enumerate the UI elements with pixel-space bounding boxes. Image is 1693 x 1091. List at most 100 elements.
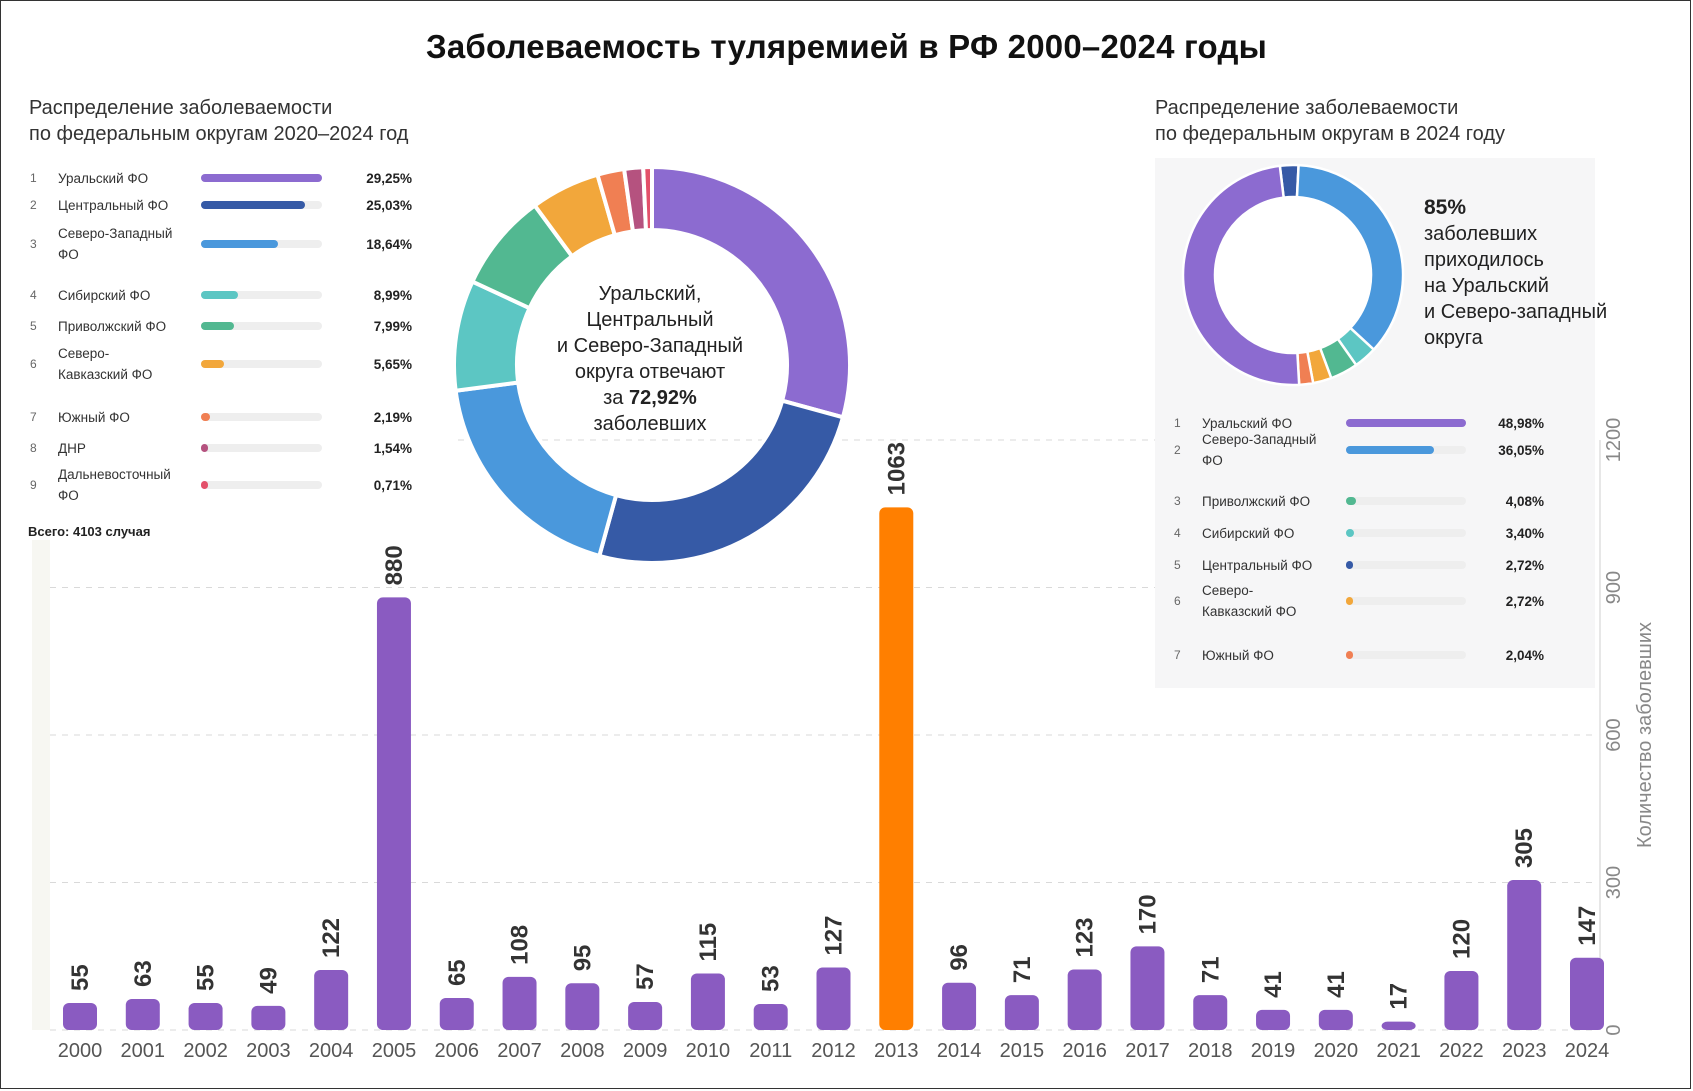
x-tick-label: 2013 <box>874 1040 919 1062</box>
row-name: Сибирский ФО <box>58 287 151 303</box>
bar-value-label: 63 <box>130 960 157 987</box>
bar-2021 <box>1381 1021 1416 1030</box>
table-row: 6 Северо- Кавказский ФО 2,72% <box>1162 583 1562 619</box>
row-rank: 3 <box>30 237 37 251</box>
bar-2022 <box>1444 971 1479 1030</box>
row-rank: 7 <box>30 410 37 424</box>
bar-2000 <box>63 1002 97 1030</box>
row-name: Приволжский ФО <box>58 318 167 334</box>
row-bar-track <box>201 291 322 299</box>
bar-2009 <box>628 1001 663 1030</box>
row-percent: 2,72% <box>1505 557 1544 573</box>
row-bar-track <box>1346 597 1466 605</box>
row-rank: 1 <box>30 171 37 185</box>
table-row: 1 Уральский ФО 48,98% <box>1162 408 1562 438</box>
row-rank: 2 <box>1174 443 1181 457</box>
row-percent: 48,98% <box>1498 415 1544 431</box>
x-tick-label: 2006 <box>435 1040 480 1062</box>
row-rank: 4 <box>1174 526 1181 540</box>
row-percent: 3,40% <box>1505 525 1544 541</box>
row-percent: 1,54% <box>373 440 412 456</box>
x-tick-label: 2021 <box>1376 1040 1421 1062</box>
bar-value-label: 55 <box>67 964 94 991</box>
bar-value-label: 49 <box>255 967 282 994</box>
table-row: 5 Центральный ФО 2,72% <box>1162 550 1562 580</box>
row-bar-track <box>201 360 322 368</box>
bar-2008 <box>565 983 600 1030</box>
bar-2010 <box>690 973 725 1030</box>
table-row: 3 Приволжский ФО 4,08% <box>1162 486 1562 516</box>
row-bar-track <box>1346 446 1466 454</box>
row-bar-fill <box>201 413 211 421</box>
x-tick-label: 2003 <box>246 1040 291 1062</box>
left-strip <box>32 540 50 1030</box>
center-line-3: и Северо-Западный <box>556 335 744 357</box>
row-bar-track <box>1346 561 1466 569</box>
row-bar-track <box>201 413 322 421</box>
row-percent: 25,03% <box>366 197 412 213</box>
row-rank: 4 <box>30 288 37 302</box>
table-row: 3 Северо-Западный ФО 18,64% <box>18 226 454 262</box>
row-percent: 8,99% <box>373 287 412 303</box>
right-donut-note: 85% заболевших приходилось на Уральский … <box>1424 195 1664 351</box>
x-tick-label: 2004 <box>309 1040 354 1062</box>
table-row: 4 Сибирский ФО 3,40% <box>1162 518 1562 548</box>
note-text: заболевших приходилось на Уральский и Се… <box>1424 223 1608 349</box>
note-value: 85% <box>1424 196 1467 219</box>
bar-value-label: 71 <box>1009 956 1036 983</box>
row-percent: 2,19% <box>373 409 412 425</box>
row-name: Южный ФО <box>1202 647 1274 663</box>
x-tick-label: 2002 <box>183 1040 228 1062</box>
table-row: 7 Южный ФО 2,04% <box>1162 640 1562 670</box>
left-donut-center-text: Уральский, Центральный и Северо-Западный… <box>520 281 780 437</box>
bar-value-label: 170 <box>1134 894 1161 934</box>
bar-value-label: 95 <box>569 945 596 972</box>
row-bar-fill <box>201 481 208 489</box>
bar-value-label: 53 <box>758 965 785 992</box>
row-bar-fill <box>201 240 279 248</box>
bar-value-label: 305 <box>1511 828 1538 868</box>
bar-value-label: 1063 <box>883 442 910 495</box>
row-bar-fill <box>1346 529 1355 537</box>
row-name: Уральский ФО <box>1202 415 1293 431</box>
bar-2011 <box>753 1003 788 1030</box>
bar-2005 <box>376 597 411 1030</box>
x-tick-label: 2023 <box>1502 1040 1547 1062</box>
bar-value-label: 65 <box>444 959 471 986</box>
bar-value-label: 55 <box>193 964 220 991</box>
y-tick-label: 900 <box>1603 571 1625 604</box>
row-bar-fill <box>201 201 305 209</box>
bar-value-label: 880 <box>381 545 408 585</box>
bar-value-label: 127 <box>821 916 848 956</box>
bar-value-label: 120 <box>1448 919 1475 959</box>
row-name: Сибирский ФО <box>1202 525 1295 541</box>
row-percent: 36,05% <box>1498 442 1544 458</box>
bar-2002 <box>188 1002 223 1030</box>
bar-2018 <box>1193 995 1228 1030</box>
center-line-5-value: 72,92% <box>629 387 697 409</box>
bar-value-label: 123 <box>1072 917 1099 957</box>
bar-2003 <box>251 1005 286 1030</box>
row-rank: 8 <box>30 441 37 455</box>
center-line-2: Центральный <box>586 309 714 331</box>
bar-2007 <box>502 976 537 1030</box>
row-bar-track <box>201 444 322 452</box>
y-axis-label: Количество заболевших <box>1634 622 1656 848</box>
bar-2014 <box>942 982 977 1030</box>
right-distribution-table: 1 Уральский ФО 48,98% 2 Северо-Западный ФО 36… <box>1162 408 1562 674</box>
row-rank: 6 <box>1174 594 1181 608</box>
bar-value-label: 17 <box>1386 983 1413 1010</box>
row-bar-fill <box>1346 651 1353 659</box>
bar-value-label: 41 <box>1323 971 1350 998</box>
row-bar-track <box>1346 497 1466 505</box>
table-row: 8 ДНР 1,54% <box>18 433 454 463</box>
row-percent: 4,08% <box>1505 493 1544 509</box>
row-bar-track <box>1346 529 1466 537</box>
table-row: 5 Приволжский ФО 7,99% <box>18 311 454 341</box>
x-tick-label: 2020 <box>1314 1040 1359 1062</box>
bar-value-label: 57 <box>632 963 659 990</box>
row-bar-fill <box>201 291 239 299</box>
row-rank: 3 <box>1174 494 1181 508</box>
row-name: Северо-Западный ФО <box>58 226 173 262</box>
